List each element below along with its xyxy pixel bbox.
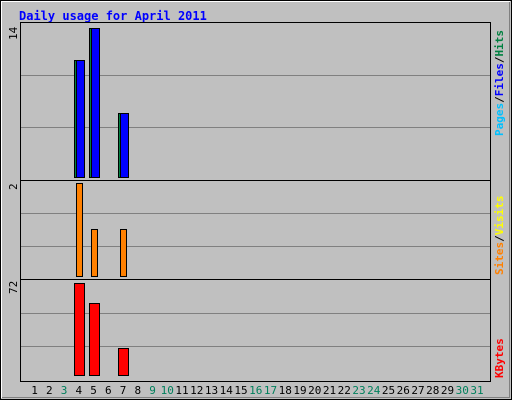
x-tick-day-17: 17 <box>264 384 277 397</box>
x-axis-day-labels: 1 2 3 4 5 6 7 8 9 10 11 12 13 14 15 16 17 18 19 20 21 22 23 24 2… <box>31 384 483 397</box>
x-tick-day-10: 10 <box>161 384 174 397</box>
bar-sites-day-4 <box>76 183 83 277</box>
x-tick-day-12: 12 <box>190 384 203 397</box>
ymax-label-hits: 14 <box>7 26 20 40</box>
legend-hits-files-pages: Pages/Files/Hits <box>493 30 506 136</box>
legend-visits-sites: Sites/Visits <box>493 196 506 276</box>
x-tick-day-5: 5 <box>90 384 97 397</box>
x-tick-day-26: 26 <box>397 384 410 397</box>
x-tick-day-2: 2 <box>46 384 53 397</box>
x-tick-day-7: 7 <box>120 384 127 397</box>
x-tick-day-11: 11 <box>175 384 188 397</box>
bar-sites-day-7 <box>120 229 127 277</box>
x-tick-day-8: 8 <box>134 384 141 397</box>
bar-files-day-4 <box>76 60 85 178</box>
x-tick-day-4: 4 <box>75 384 82 397</box>
x-tick-day-3: 3 <box>61 384 68 397</box>
x-tick-day-15: 15 <box>234 384 247 397</box>
bar-files-day-7 <box>120 113 129 178</box>
x-tick-day-1: 1 <box>31 384 38 397</box>
x-tick-day-29: 29 <box>441 384 454 397</box>
x-tick-day-27: 27 <box>411 384 424 397</box>
ymax-label-visits: 2 <box>7 183 20 190</box>
x-tick-day-25: 25 <box>382 384 395 397</box>
x-tick-day-28: 28 <box>426 384 439 397</box>
legend-kbytes: KBytes <box>493 338 506 378</box>
ymax-label-kbytes: 72 <box>7 281 20 294</box>
legend-separator: / <box>493 96 506 103</box>
bar-files-day-5 <box>91 28 100 178</box>
legend-separator: / <box>493 56 506 63</box>
x-tick-day-19: 19 <box>293 384 306 397</box>
bars-layer <box>74 28 129 376</box>
bar-kbytes-day-5 <box>89 303 100 376</box>
bar-kbytes-day-7 <box>118 348 129 376</box>
x-tick-day-9: 9 <box>149 384 156 397</box>
x-tick-day-30: 30 <box>456 384 469 397</box>
x-tick-day-16: 16 <box>249 384 262 397</box>
x-tick-day-21: 21 <box>323 384 336 397</box>
legend-separator: / <box>493 235 506 242</box>
x-tick-day-31: 31 <box>470 384 483 397</box>
x-tick-day-6: 6 <box>105 384 112 397</box>
legend-item-sites: Sites <box>493 242 506 275</box>
x-tick-day-13: 13 <box>205 384 218 397</box>
chart-title: Daily usage for April 2011 <box>19 9 207 23</box>
legend-item-hits: Hits <box>493 30 506 57</box>
bar-sites-day-5 <box>91 229 98 277</box>
x-tick-day-22: 22 <box>338 384 351 397</box>
x-tick-day-23: 23 <box>352 384 365 397</box>
legend-item-pages: Pages <box>493 103 506 136</box>
legend-item-kbytes: KBytes <box>493 338 506 378</box>
legend-item-files: Files <box>493 63 506 96</box>
x-tick-day-18: 18 <box>279 384 292 397</box>
legend-item-visits: Visits <box>493 196 506 236</box>
bar-kbytes-day-4 <box>74 283 85 376</box>
x-tick-day-20: 20 <box>308 384 321 397</box>
x-tick-day-24: 24 <box>367 384 381 397</box>
x-tick-day-14: 14 <box>220 384 234 397</box>
